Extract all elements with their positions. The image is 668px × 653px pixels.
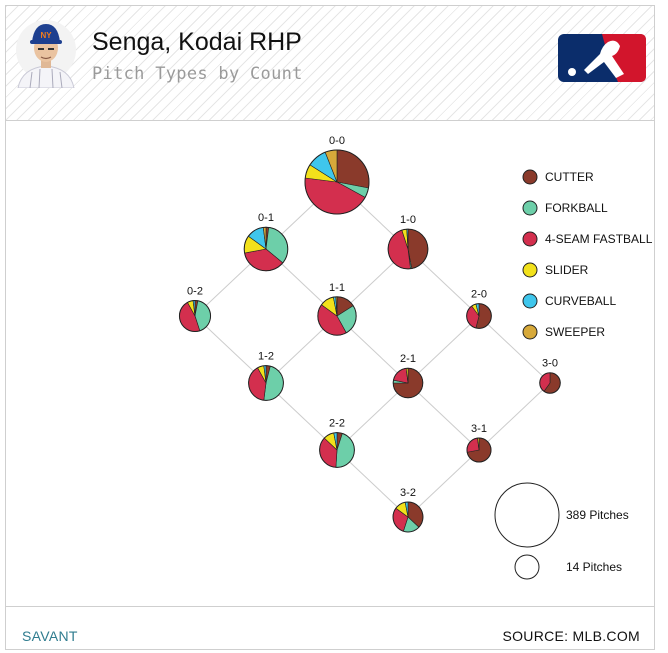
legend-item: SWEEPER xyxy=(522,324,605,340)
count-label: 1-1 xyxy=(329,282,345,294)
transition-line xyxy=(478,382,551,451)
legend-label: CURVEBALL xyxy=(545,294,616,308)
transition-line xyxy=(407,382,480,451)
size-legend-circle xyxy=(514,554,540,580)
size-legend-label: 14 Pitches xyxy=(566,560,622,574)
pie-slice xyxy=(336,149,370,189)
svg-text:NY: NY xyxy=(40,31,52,40)
count-pie-1-1[interactable]: 1-1 xyxy=(317,282,357,336)
pie-outline xyxy=(539,372,561,394)
count-pie-3-1[interactable]: 3-1 xyxy=(466,423,492,463)
pie-outline xyxy=(319,432,355,468)
size-legend: 389 Pitches 14 Pitches xyxy=(494,482,629,580)
legend-swatch xyxy=(522,169,538,185)
legend-label: SLIDER xyxy=(545,263,589,277)
pie-outline xyxy=(466,437,492,463)
pie-outline xyxy=(317,296,357,336)
legend-label: FORKBALL xyxy=(545,201,608,215)
count-pie-1-2[interactable]: 1-2 xyxy=(248,351,284,401)
pitch-type-legend: CUTTER FORKBALL 4-SEAM FASTBALL SLIDER CURVE… xyxy=(522,169,653,340)
savant-link[interactable]: SAVANT xyxy=(22,628,78,644)
size-legend-label: 389 Pitches xyxy=(566,508,629,522)
legend-item: FORKBALL xyxy=(522,200,608,216)
count-label: 2-2 xyxy=(329,418,345,430)
pie-slice xyxy=(407,228,429,269)
pie-outline xyxy=(392,501,424,533)
count-label: 3-2 xyxy=(400,487,416,499)
count-transitions xyxy=(194,181,551,518)
pie-outline xyxy=(466,303,492,329)
pie-outline xyxy=(243,226,289,272)
legend-swatch xyxy=(522,293,538,309)
count-label: 1-0 xyxy=(400,214,416,226)
count-label: 0-2 xyxy=(187,285,203,297)
header: NY Senga, Kodai RHP Pitch Types by Count xyxy=(6,6,654,121)
count-pie-0-1[interactable]: 0-1 xyxy=(243,212,289,272)
count-label: 1-2 xyxy=(258,351,274,363)
count-pie-3-2[interactable]: 3-2 xyxy=(392,487,424,533)
legend-swatch xyxy=(522,262,538,278)
count-pie-0-2[interactable]: 0-2 xyxy=(178,285,212,333)
count-pies: 0-0 0-1 1-0 0-2 1-1 2-0 1-2 2-1 3-0 2-2 3-1 3-2 xyxy=(178,135,561,533)
footer-divider xyxy=(6,606,654,607)
legend-item: CURVEBALL xyxy=(522,293,616,309)
transition-line xyxy=(407,449,480,518)
transition-line xyxy=(407,315,480,384)
legend-label: CUTTER xyxy=(545,170,594,184)
count-label: 3-1 xyxy=(471,423,487,435)
legend-swatch xyxy=(522,200,538,216)
pie-outline xyxy=(304,149,370,215)
legend-swatch xyxy=(522,231,538,247)
legend-swatch xyxy=(522,324,538,340)
size-legend-circle xyxy=(494,482,560,548)
legend-item: SLIDER xyxy=(522,262,589,278)
chart-card: NY Senga, Kodai RHP Pitch Types by Count… xyxy=(5,5,655,650)
pie-outline xyxy=(178,299,212,333)
count-label: 0-1 xyxy=(258,212,274,224)
count-label: 2-1 xyxy=(400,353,416,365)
size-legend-item: 14 Pitches xyxy=(514,554,622,580)
pie-outline xyxy=(392,367,424,399)
count-pie-2-2[interactable]: 2-2 xyxy=(319,418,355,468)
mlb-logo xyxy=(558,34,646,82)
count-pie-2-1[interactable]: 2-1 xyxy=(392,353,424,399)
page-subtitle: Pitch Types by Count xyxy=(92,64,303,84)
player-headshot: NY xyxy=(14,16,78,88)
count-label: 0-0 xyxy=(329,135,345,147)
page-title: Senga, Kodai RHP xyxy=(92,28,302,56)
legend-label: SWEEPER xyxy=(545,325,605,339)
legend-label: 4-SEAM FASTBALL xyxy=(545,232,653,246)
count-pie-0-0[interactable]: 0-0 xyxy=(304,135,370,215)
source-credit: SOURCE: MLB.COM xyxy=(502,628,640,644)
legend-item: CUTTER xyxy=(522,169,594,185)
transition-line xyxy=(478,315,551,384)
legend-item: 4-SEAM FASTBALL xyxy=(522,231,653,247)
count-label: 2-0 xyxy=(471,289,487,301)
size-legend-item: 389 Pitches xyxy=(494,482,629,548)
count-pie-2-0[interactable]: 2-0 xyxy=(466,289,492,329)
pie-outline xyxy=(387,228,429,270)
pie-outline xyxy=(248,365,284,401)
count-pie-1-0[interactable]: 1-0 xyxy=(387,214,429,270)
count-label: 3-0 xyxy=(542,358,558,370)
count-pie-3-0[interactable]: 3-0 xyxy=(539,358,561,394)
